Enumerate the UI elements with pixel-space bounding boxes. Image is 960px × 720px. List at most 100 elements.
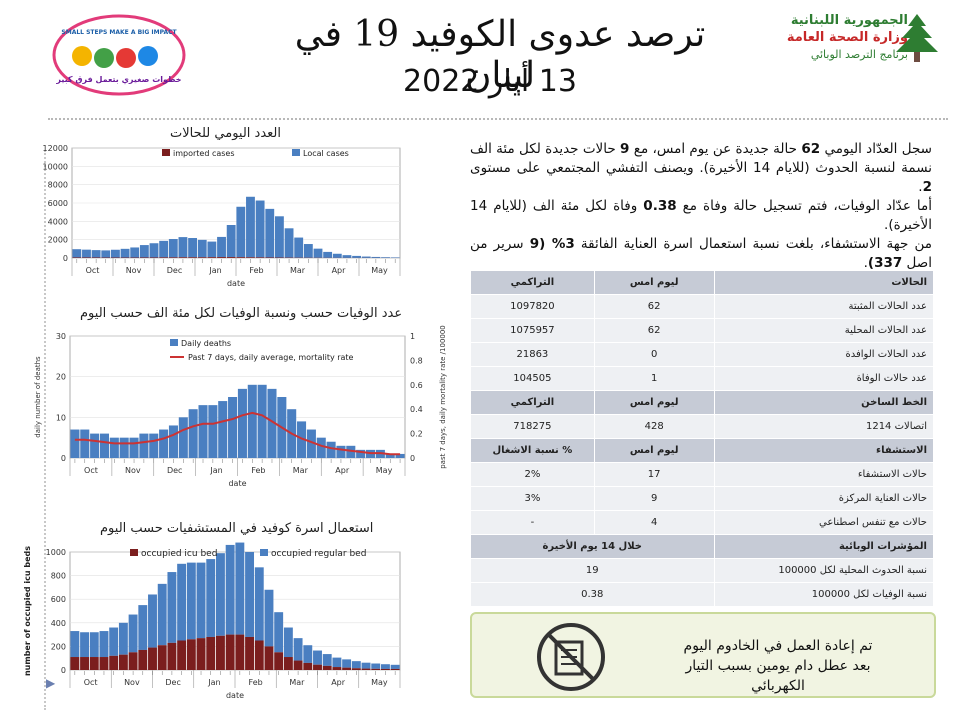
y-tick-label: 0 — [63, 254, 68, 263]
local-cases-bar — [236, 206, 246, 258]
x-tick-label: Nov — [125, 466, 141, 475]
table-row: عدد حالات الوفاة 1 104505 — [470, 366, 935, 391]
icu-bed-bar — [177, 640, 187, 670]
imported-cases-bar — [72, 257, 82, 258]
local-cases-bar — [197, 239, 207, 258]
imported-cases-bar — [188, 257, 198, 258]
y-tick-label: 800 — [51, 572, 66, 581]
local-cases-bar — [110, 249, 120, 258]
imported-cases-bar — [139, 257, 149, 258]
local-cases-bar — [226, 225, 236, 258]
header-divider — [48, 118, 948, 120]
icu-bed-bar — [167, 642, 177, 670]
local-cases-bar — [303, 244, 313, 258]
x-tick-label: May — [376, 466, 393, 475]
daily-deaths-bar — [149, 433, 159, 458]
x-axis-title: date — [227, 279, 245, 288]
local-cases-bar — [168, 239, 178, 258]
daily-deaths-bar — [188, 409, 198, 458]
icu-bed-bar — [322, 665, 332, 670]
local-cases-bar — [72, 249, 82, 258]
daily-deaths-bar — [306, 429, 316, 458]
x-tick-label: Mar — [290, 266, 306, 275]
y-tick-label: 10 — [56, 413, 66, 422]
imported-cases-bar — [178, 257, 188, 258]
icu-bed-bar — [235, 634, 245, 670]
icu-bed-bar — [274, 652, 284, 670]
regular-bed-bar — [89, 632, 99, 658]
logo-text-top: SMALL STEPS MAKE A BIG IMPACT — [61, 29, 177, 36]
daily-deaths-bar — [129, 437, 139, 458]
daily-deaths-bar — [228, 397, 238, 458]
regular-bed-bar — [138, 605, 148, 650]
table-row: اتصالات 1214 428 718275 — [470, 414, 935, 439]
local-cases-bar — [188, 238, 198, 258]
legend-swatch — [130, 549, 138, 556]
x-axis-title: date — [228, 479, 246, 488]
icu-bed-bar — [332, 667, 342, 670]
icu-bed-bar — [303, 662, 313, 670]
daily-deaths-bar — [198, 405, 208, 458]
y-tick-label: 30 — [56, 332, 66, 341]
local-cases-bar — [207, 241, 217, 258]
local-cases-bar — [130, 247, 140, 258]
local-cases-bar — [217, 236, 226, 258]
imported-cases-bar — [149, 257, 159, 258]
icu-bed-bar — [215, 635, 225, 670]
imported-cases-bar — [168, 257, 178, 258]
icu-bed-bar — [380, 668, 390, 670]
notice-line-2: بعد عطل دام يومين بسبب التيار الكهربائي — [685, 658, 871, 694]
local-cases-bar — [82, 249, 91, 258]
daily-deaths-chart: 0 10 20 30 Oct Nov Dec Jan Feb Mar Apr May date 0 0.2 0… — [34, 325, 447, 488]
x-tick-label: Apr — [335, 466, 350, 475]
regular-bed-bar — [264, 589, 274, 647]
daily-deaths-bar — [385, 453, 395, 458]
daily-deaths-bar — [346, 445, 356, 458]
no-documents-icon — [534, 620, 608, 694]
local-cases-bar — [294, 237, 304, 258]
local-cases-bar — [120, 248, 130, 258]
daily-deaths-bar — [267, 388, 277, 458]
regular-bed-bar — [235, 542, 245, 635]
daily-deaths-bar — [80, 429, 90, 458]
y-tick-label: 2000 — [48, 236, 68, 245]
regular-bed-bar — [109, 627, 119, 656]
icu-bed-bar — [118, 654, 128, 670]
icu-bed-bar — [254, 640, 264, 670]
bullet-arrow-icon: ▶ — [46, 676, 56, 690]
regular-bed-bar — [342, 659, 352, 668]
table-header-row: الاستشفاء ليوم امس% نسبة الاشغال — [470, 438, 935, 463]
regular-bed-bar — [322, 654, 332, 666]
legend-label: occupied icu bed — [141, 549, 217, 559]
table-row: عدد الحالات الوافدة 0 21863 — [470, 342, 935, 367]
y-tick-label: 8000 — [48, 181, 68, 190]
legend-swatch — [170, 339, 178, 346]
daily-deaths-bar — [119, 437, 129, 458]
x-tick-label: Dec — [165, 678, 180, 687]
y-tick-label: 20 — [56, 373, 66, 382]
regular-bed-bar — [99, 631, 109, 658]
local-cases-bar — [342, 255, 352, 258]
ministry-line-3: برنامج الترصد الوبائي — [810, 48, 908, 61]
local-cases-bar — [381, 257, 390, 258]
regular-bed-bar — [274, 612, 284, 653]
y2-tick-label: 0.6 — [410, 381, 423, 390]
local-cases-bar — [361, 256, 371, 258]
report-date: 13 أيار 2022 — [403, 64, 577, 99]
icu-bed-bar — [313, 664, 322, 670]
local-cases-bar — [91, 250, 101, 258]
imported-cases-bar — [236, 257, 246, 258]
chart2-title: عدد الوفيات حسب ونسبة الوفيات لكل مئة ال… — [80, 306, 403, 321]
y-tick-label: 600 — [51, 595, 66, 604]
daily-deaths-bar — [395, 453, 405, 458]
legend-swatch — [292, 149, 300, 156]
regular-bed-bar — [293, 638, 303, 661]
legend-swatch — [260, 549, 268, 556]
icu-bed-bar — [109, 655, 119, 670]
notice-text: تم إعادة العمل في الخادوم اليوم بعد عطل … — [662, 636, 894, 696]
local-cases-bar — [313, 248, 323, 258]
y-tick-label: 10000 — [43, 162, 68, 171]
local-cases-bar — [178, 237, 188, 258]
regular-bed-bar — [332, 657, 342, 668]
daily-deaths-bar — [326, 441, 336, 458]
